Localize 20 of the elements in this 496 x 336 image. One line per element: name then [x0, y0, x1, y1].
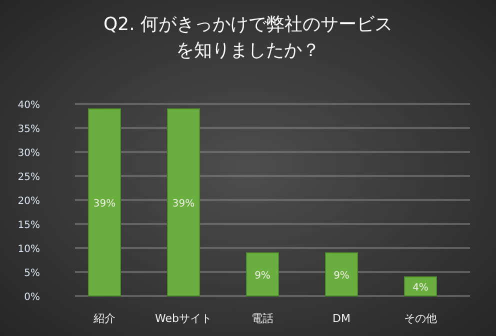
data-label: 4%	[412, 282, 428, 294]
y-tick-label: 40%	[18, 100, 40, 111]
x-tick-label: DM	[332, 312, 350, 325]
data-label: 39%	[93, 198, 116, 210]
title: Q2. 何がきっかけで弊社のサービスを知りましたか？	[103, 14, 393, 61]
y-tick-label: 5%	[24, 268, 40, 279]
y-tick-label: 25%	[18, 172, 40, 183]
x-tick-label: Webサイト	[155, 312, 212, 325]
data-label: 9%	[254, 270, 270, 282]
y-tick-label: 15%	[18, 220, 40, 231]
y-tick-label: 35%	[18, 124, 40, 135]
y-tick-label: 0%	[24, 292, 40, 303]
x-tick-label: 紹介	[92, 312, 116, 325]
data-label: 39%	[172, 198, 195, 210]
y-tick-label: 10%	[18, 244, 40, 255]
data-label: 9%	[334, 270, 350, 282]
x-tick-label: その他	[404, 312, 437, 325]
y-tick-label: 30%	[18, 148, 40, 159]
x-tick-label: 電話	[252, 312, 274, 325]
y-tick-label: 20%	[18, 196, 40, 207]
